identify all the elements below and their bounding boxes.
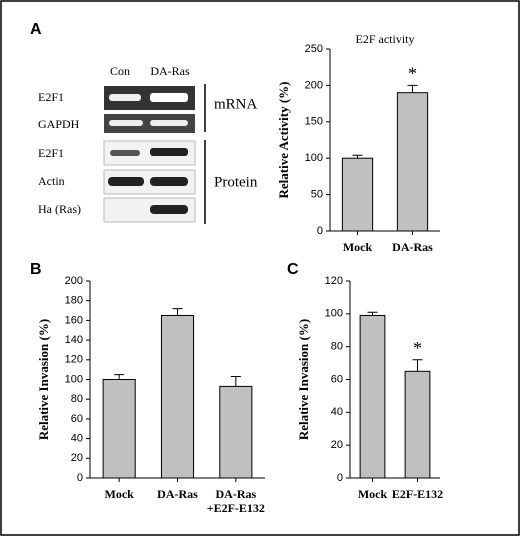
y-tick-label: 60 <box>71 413 83 425</box>
y-tick-label: 140 <box>65 334 83 346</box>
y-tick-label: 80 <box>331 341 343 353</box>
blot-row: GAPDH <box>38 117 80 131</box>
y-tick-label: 200 <box>305 79 323 91</box>
blot-row: Ha (Ras) <box>38 202 81 216</box>
panel-label: C <box>287 261 299 278</box>
y-tick-label: 150 <box>305 116 323 128</box>
y-axis-label: Relative Invasion (%) <box>296 319 311 440</box>
x-tick-label: DA-Ras <box>157 487 198 501</box>
x-tick-label: E2F-E132 <box>392 487 443 501</box>
annotation: * <box>413 338 422 358</box>
band <box>109 94 141 101</box>
y-tick-label: 0 <box>77 472 83 484</box>
y-tick-label: 100 <box>305 152 323 164</box>
gel <box>104 114 195 133</box>
x-tick-label: Mock <box>105 487 135 501</box>
panel-label: B <box>30 261 42 278</box>
y-tick-label: 160 <box>65 314 83 326</box>
y-tick-label: 100 <box>325 308 343 320</box>
bar <box>102 379 136 479</box>
bar <box>396 92 429 232</box>
panel-label: A <box>30 21 42 38</box>
error-bar <box>367 311 378 316</box>
y-axis-label: Relative Invasion (%) <box>36 319 51 440</box>
bar <box>160 314 195 479</box>
blot-row: Actin <box>38 174 65 188</box>
error-bar <box>352 154 363 159</box>
bar <box>359 314 386 479</box>
error-bar <box>172 308 183 316</box>
y-tick-label: 20 <box>71 452 83 464</box>
blot: Con DA-Ras E2F1 GAPDH E2F1 Actin Ha (Ras… <box>38 64 258 224</box>
error-bar <box>114 374 125 380</box>
blot-column: Con <box>110 64 130 78</box>
band <box>150 205 188 214</box>
x-tick-label: Mock <box>343 240 373 254</box>
blot-group: mRNA <box>214 96 258 112</box>
blot-column: DA-Ras <box>150 64 190 78</box>
x-tick-label: DA-Ras +E2F-E132 <box>207 487 265 515</box>
y-tick-label: 50 <box>311 189 323 201</box>
blot-row: E2F1 <box>38 90 64 104</box>
bar <box>341 157 374 232</box>
bar <box>219 385 253 479</box>
y-tick-label: 80 <box>71 393 83 405</box>
y-tick-label: 120 <box>65 354 83 366</box>
y-tick-label: 40 <box>71 433 83 445</box>
y-tick-label: 200 <box>65 275 83 287</box>
y-tick-label: 0 <box>337 472 343 484</box>
y-tick-label: 0 <box>317 225 323 237</box>
y-tick-label: 20 <box>331 439 343 451</box>
x-tick-label: Mock <box>358 487 388 501</box>
blot-group: Protein <box>214 174 258 190</box>
band <box>150 177 188 186</box>
error-bar <box>407 84 418 93</box>
y-tick-label: 60 <box>331 373 343 385</box>
band <box>150 120 188 126</box>
annotation: * <box>408 64 417 84</box>
y-tick-label: 100 <box>65 373 83 385</box>
blot-row: E2F1 <box>38 146 64 160</box>
error-bar <box>412 359 423 372</box>
band <box>150 93 188 102</box>
y-axis-label: Relative Activity (%) <box>276 82 291 199</box>
bar <box>404 370 431 479</box>
y-tick-label: 180 <box>65 295 83 307</box>
band <box>108 177 144 186</box>
error-bar <box>230 376 241 387</box>
y-tick-label: 40 <box>331 406 343 418</box>
x-tick-label: DA-Ras <box>392 240 433 254</box>
band <box>110 150 140 156</box>
band <box>150 148 188 156</box>
y-tick-label: 250 <box>305 43 323 55</box>
y-tick-label: 120 <box>325 275 343 287</box>
band <box>109 120 143 126</box>
chart-title: E2F activity <box>356 32 415 46</box>
